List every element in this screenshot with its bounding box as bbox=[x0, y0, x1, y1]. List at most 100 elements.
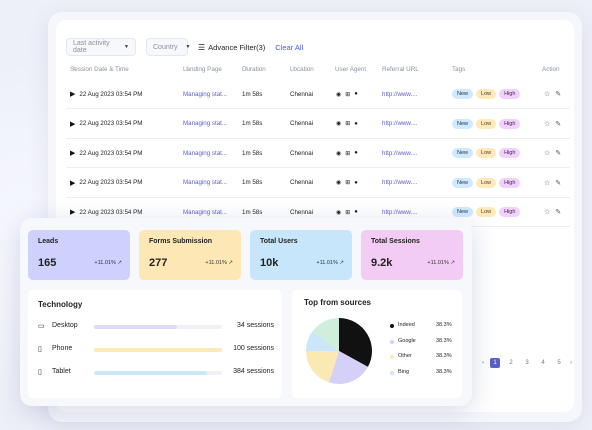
chrome-icon: ◉ bbox=[336, 150, 342, 157]
tag-low: Low bbox=[476, 89, 497, 99]
session-date-cell: ▶ 22 Aug 2023 03:54 PM bbox=[70, 120, 143, 128]
table-row[interactable]: ▶ 22 Aug 2023 03:54 PM Managing stat... 1… bbox=[66, 110, 570, 139]
kpi-leads[interactable]: Leads 165 +11.01% ↗ bbox=[28, 230, 130, 280]
clear-all-link[interactable]: Clear All bbox=[275, 42, 304, 52]
table-row[interactable]: ▶ 22 Aug 2023 03:54 PM Managing stat... 1… bbox=[66, 139, 570, 168]
action-cell: ☆ ✎ bbox=[544, 80, 561, 108]
trend-up-icon: ↗ bbox=[339, 260, 344, 266]
star-icon[interactable]: ☆ bbox=[544, 150, 551, 157]
referral-url-link[interactable]: http://www.... bbox=[382, 208, 418, 216]
session-date-cell: ▶ 22 Aug 2023 03:54 PM bbox=[70, 90, 143, 99]
edit-icon[interactable]: ✎ bbox=[555, 179, 562, 187]
edit-icon[interactable]: ✎ bbox=[555, 91, 562, 98]
windows-icon: ⊞ bbox=[345, 121, 351, 127]
header-referral-url: Referral URL bbox=[382, 66, 419, 73]
landing-page-link[interactable]: Managing stat... bbox=[183, 208, 228, 216]
pie-slice bbox=[312, 318, 339, 351]
edit-icon[interactable]: ✎ bbox=[555, 120, 562, 128]
play-icon[interactable]: ▶ bbox=[70, 91, 76, 98]
play-icon[interactable]: ▶ bbox=[70, 150, 76, 157]
tag-new: New bbox=[452, 177, 474, 188]
landing-page-link[interactable]: Managing stat... bbox=[183, 149, 228, 157]
pie-slice bbox=[306, 351, 339, 383]
tags-cell: New Low High bbox=[452, 139, 521, 167]
session-count: 384 sessions bbox=[233, 368, 274, 375]
trend-up-icon: ↗ bbox=[450, 260, 455, 266]
legend-item: Other 38.3% bbox=[390, 353, 456, 369]
landing-page-link[interactable]: Managing stat... bbox=[183, 179, 228, 186]
referral-url-link[interactable]: http://www.... bbox=[382, 179, 418, 186]
windows-icon: ⊞ bbox=[345, 150, 351, 157]
star-icon[interactable]: ☆ bbox=[544, 209, 551, 216]
country-select[interactable]: Country ▼ bbox=[146, 38, 190, 56]
sessions-bar bbox=[94, 348, 222, 352]
kpi-label: Total Sessions bbox=[371, 238, 420, 245]
star-icon[interactable]: ☆ bbox=[544, 91, 551, 98]
duration-cell: 1m 58s bbox=[242, 90, 263, 98]
advanced-filter-button[interactable]: ☰ Advance Filter(3) bbox=[198, 43, 265, 52]
duration-cell: 1m 58s bbox=[242, 120, 263, 127]
legend-item: Indeed 38.3% bbox=[390, 322, 456, 338]
sources-pie-chart bbox=[306, 318, 372, 384]
location-cell: Chennai bbox=[290, 179, 314, 186]
session-date-cell: ▶ 22 Aug 2023 03:54 PM bbox=[70, 208, 143, 217]
kpi-change: +11.01% ↗ bbox=[427, 260, 455, 266]
prev-page-icon[interactable]: ‹ bbox=[482, 360, 484, 366]
tags-cell: New Low High bbox=[452, 198, 521, 226]
session-date-cell: ▶ 22 Aug 2023 03:54 PM bbox=[70, 149, 143, 158]
page-1[interactable]: 1 bbox=[490, 358, 500, 368]
sessions-panel: Last activity date ▼ Country ▼ ☰ Advance… bbox=[48, 12, 582, 422]
tags-cell: New Low High bbox=[452, 110, 521, 138]
tag-high: High bbox=[499, 148, 521, 158]
device-name: Phone bbox=[52, 345, 73, 352]
sessions-bar bbox=[94, 371, 222, 375]
play-icon[interactable]: ▶ bbox=[70, 209, 76, 216]
user-agent-cell: ◉ ⊞ ● bbox=[336, 110, 358, 138]
referral-url-link[interactable]: http://www.... bbox=[382, 90, 418, 98]
tag-new: New bbox=[452, 148, 474, 158]
windows-icon: ⊞ bbox=[345, 180, 351, 186]
play-icon[interactable]: ▶ bbox=[70, 179, 76, 187]
action-cell: ☆ ✎ bbox=[544, 198, 561, 226]
page-2[interactable]: 2 bbox=[509, 360, 513, 366]
page-3[interactable]: 3 bbox=[525, 360, 529, 366]
kpi-value: 9.2k bbox=[371, 257, 393, 269]
play-icon[interactable]: ▶ bbox=[70, 120, 76, 128]
next-page-icon[interactable]: › bbox=[570, 360, 572, 366]
windows-icon: ⊞ bbox=[345, 209, 351, 216]
session-count: 34 sessions bbox=[237, 322, 274, 329]
table-row[interactable]: ▶ 22 Aug 2023 03:54 PM Managing stat... 1… bbox=[66, 169, 570, 198]
action-cell: ☆ ✎ bbox=[544, 110, 561, 138]
referral-url-link[interactable]: http://www.... bbox=[382, 149, 418, 157]
star-icon[interactable]: ☆ bbox=[544, 120, 551, 128]
technology-row: ▭ Desktop 34 sessions bbox=[38, 322, 274, 332]
page-4[interactable]: 4 bbox=[541, 360, 545, 366]
location-cell: Chennai bbox=[290, 149, 314, 157]
legend-dot bbox=[390, 355, 394, 359]
apple-icon: ● bbox=[354, 209, 358, 215]
legend-item: Bing 38.3% bbox=[390, 369, 456, 385]
page-5[interactable]: 5 bbox=[557, 360, 561, 366]
location-cell: Chennai bbox=[290, 90, 314, 98]
kpi-total-users[interactable]: Total Users 10k +11.01% ↗ bbox=[250, 230, 352, 280]
kpi-label: Forms Submission bbox=[149, 238, 213, 245]
tag-high: High bbox=[499, 118, 521, 129]
table-row[interactable]: ▶ 22 Aug 2023 03:54 PM Managing stat... 1… bbox=[66, 80, 570, 109]
edit-icon[interactable]: ✎ bbox=[555, 150, 562, 157]
country-label: Country bbox=[153, 43, 178, 51]
tag-new: New bbox=[452, 118, 474, 129]
legend-label: Bing bbox=[398, 368, 410, 375]
kpi-total-sessions[interactable]: Total Sessions 9.2k +11.01% ↗ bbox=[361, 230, 463, 280]
tags-cell: New Low High bbox=[452, 80, 521, 108]
landing-page-link[interactable]: Managing stat... bbox=[183, 90, 228, 98]
kpi-forms-submission[interactable]: Forms Submission 277 +11.01% ↗ bbox=[139, 230, 241, 280]
apple-icon: ● bbox=[354, 179, 358, 186]
activity-date-select[interactable]: Last activity date ▼ bbox=[66, 38, 136, 56]
referral-url-link[interactable]: http://www.... bbox=[382, 120, 418, 127]
landing-page-link[interactable]: Managing stat... bbox=[183, 120, 228, 127]
apple-icon: ● bbox=[354, 120, 358, 127]
kpi-value: 165 bbox=[38, 257, 57, 269]
edit-icon[interactable]: ✎ bbox=[555, 209, 562, 216]
header-action: Action bbox=[542, 66, 560, 73]
star-icon[interactable]: ☆ bbox=[544, 179, 551, 187]
